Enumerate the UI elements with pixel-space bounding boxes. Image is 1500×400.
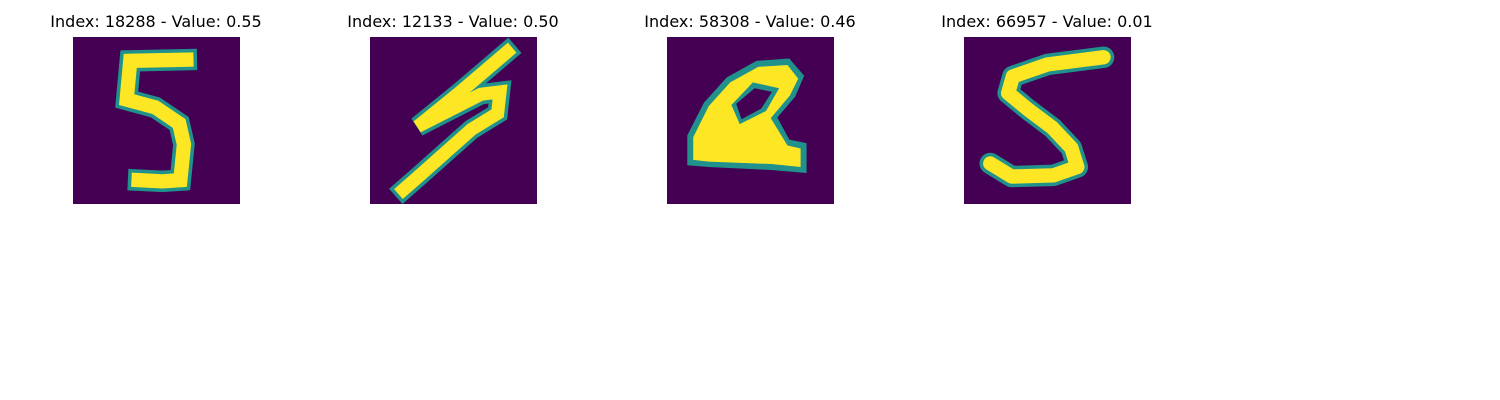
image-panel-4: Index: 66957 - Value: 0.01 (917, 0, 1177, 210)
digit-4-image (370, 37, 537, 204)
digit-2-image (667, 37, 834, 204)
digit-5-image (964, 37, 1131, 204)
panel-title: Index: 66957 - Value: 0.01 (941, 12, 1153, 31)
image-panel-3: Index: 58308 - Value: 0.46 (620, 0, 880, 210)
panel-title: Index: 12133 - Value: 0.50 (347, 12, 559, 31)
panel-title: Index: 18288 - Value: 0.55 (50, 12, 262, 31)
image-panel-2: Index: 12133 - Value: 0.50 (323, 0, 583, 210)
digit-5-image (73, 37, 240, 204)
panel-title: Index: 58308 - Value: 0.46 (644, 12, 856, 31)
image-panel-1: Index: 18288 - Value: 0.55 (26, 0, 286, 210)
